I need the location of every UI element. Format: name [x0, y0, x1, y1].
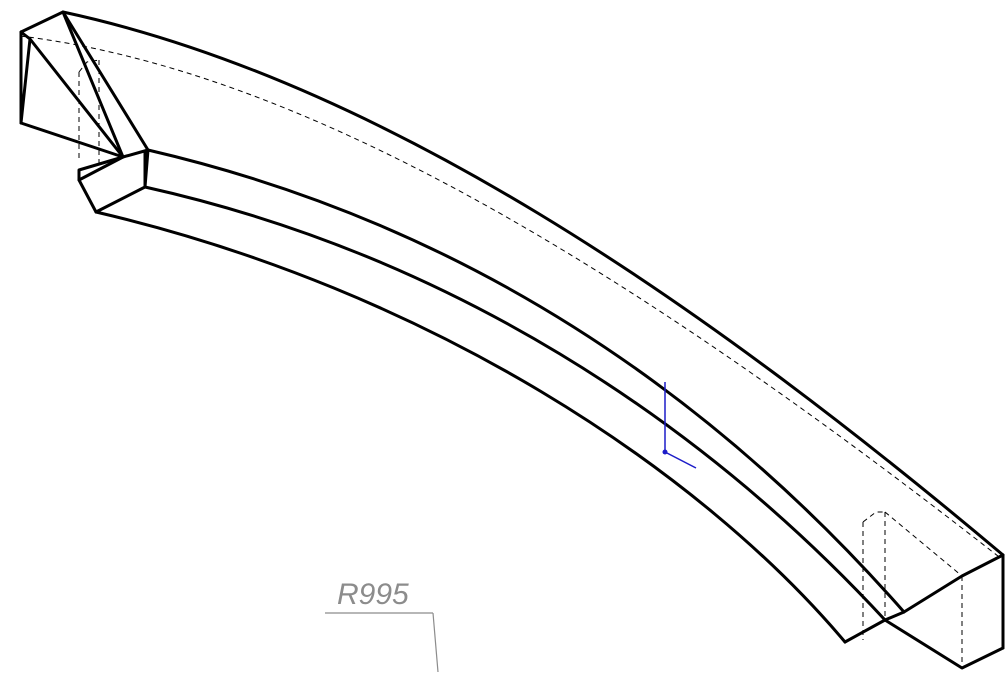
- triad-x-axis: [664, 451, 697, 469]
- hidden-center-arc: [19, 35, 1004, 561]
- coordinate-triad: [662, 382, 697, 469]
- bottom-inner-arc: [94, 210, 847, 644]
- hidden-left-end-top: [78, 59, 100, 73]
- hidden-right-end-top: [862, 511, 885, 523]
- flange-upper-arc: [146, 148, 906, 614]
- radius-dimension[interactable]: R995: [325, 578, 439, 673]
- left-box-diagonal: [61, 10, 125, 159]
- right-end-bottom: [883, 618, 1005, 670]
- left-box-outline: [19, 10, 150, 214]
- hidden-edges: [19, 11, 1004, 665]
- radius-dimension-label: R995: [337, 578, 409, 611]
- hidden-right-end-cross: [884, 511, 963, 577]
- triad-origin: [662, 449, 668, 455]
- dimension-leader: [432, 612, 439, 673]
- left-flange-end: [77, 148, 150, 182]
- flange-lower-arc: [143, 185, 887, 622]
- left-box-inner-line: [28, 37, 125, 159]
- visible-edges: [19, 10, 1005, 670]
- top-outer-arc: [61, 10, 1005, 557]
- right-end-outline: [843, 553, 1005, 644]
